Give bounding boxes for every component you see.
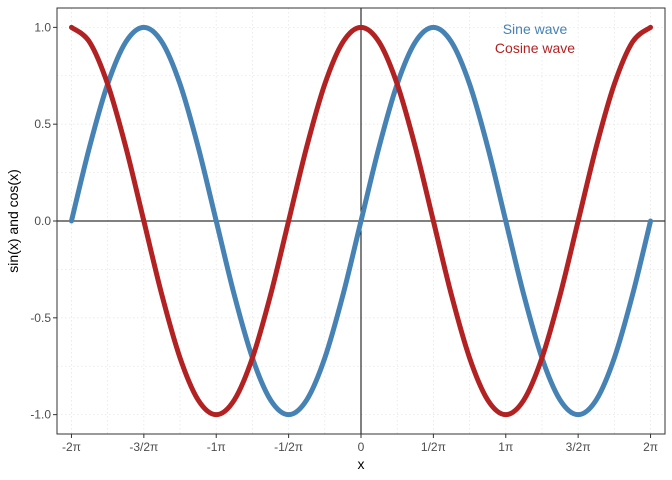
x-axis-title: x [358,456,365,472]
sine-wave-line [68,24,654,418]
y-tick-label: 1.0 [34,20,51,34]
legend-label-sine-wave: Sine wave [503,21,568,37]
legend-label-cosine-wave: Cosine wave [495,40,575,56]
x-tick-label: 1/2π [421,440,446,454]
legend: Sine wave Cosine wave [495,21,575,56]
y-tick-label: 0.0 [34,214,51,228]
x-tick-label: 1π [498,440,513,454]
series-lines [68,24,654,418]
y-tick-label: -1.0 [30,408,51,422]
x-tick-label: 2π [643,440,658,454]
x-tick-label: 3/2π [566,440,591,454]
y-axis-ticks: -1.0 -0.5 0.0 0.5 1.0 [30,20,57,422]
y-axis-title: sin(x) and cos(x) [5,169,21,272]
x-tick-label: -1/2π [274,440,303,454]
y-tick-label: 0.5 [34,117,51,131]
x-tick-label: -3/2π [129,440,158,454]
cosine-wave-line [68,24,654,418]
x-tick-label: -2π [62,440,81,454]
x-tick-label: 0 [358,440,365,454]
y-tick-label: -0.5 [30,311,51,325]
x-axis-ticks: -2π -3/2π -1π -1/2π 0 1/2π 1π 3/2π 2π [62,434,658,454]
x-tick-label: -1π [207,440,226,454]
